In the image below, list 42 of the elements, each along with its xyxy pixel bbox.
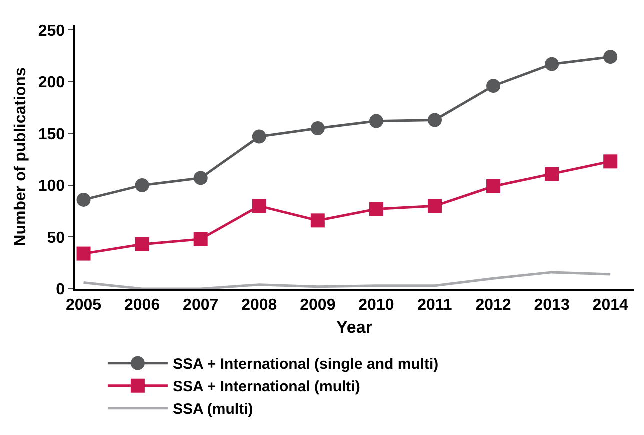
x-tick-label: 2014 (592, 296, 628, 314)
point (369, 114, 384, 128)
legend-label: SSA + International (single and multi) (172, 356, 439, 374)
point (135, 178, 150, 192)
x-tick-label: 2011 (418, 296, 452, 314)
point (545, 57, 560, 72)
y-tick-label: 250 (38, 22, 66, 40)
x-axis-title: Year (336, 318, 373, 337)
y-tick-label: 0 (56, 282, 66, 299)
x-tick-label: 2006 (124, 296, 160, 314)
point (252, 130, 266, 144)
point (252, 199, 266, 214)
point (194, 171, 208, 186)
y-tick-label: 150 (38, 126, 66, 144)
y-tick-label: 200 (38, 74, 66, 92)
point (369, 202, 384, 216)
point (310, 122, 325, 136)
point (76, 246, 91, 261)
legend-label: SSA (multi) (172, 401, 254, 418)
point (486, 79, 501, 94)
legend-label: SSA + International (multi) (172, 378, 360, 396)
point (76, 192, 91, 207)
point (428, 199, 442, 214)
x-tick-label: 2007 (183, 296, 219, 314)
y-axis-title: Number of publications (12, 68, 30, 246)
point (545, 167, 560, 182)
point (310, 214, 325, 228)
point (135, 237, 150, 252)
point (604, 154, 618, 169)
point (486, 180, 501, 194)
point (428, 113, 442, 128)
x-tick-label: 2012 (476, 296, 512, 314)
line-series (82, 271, 612, 289)
x-tick-label: 2008 (242, 296, 278, 314)
point (604, 50, 618, 64)
x-tick-label: 2013 (534, 296, 570, 314)
x-tick-label: 2010 (358, 296, 394, 314)
point (194, 232, 208, 246)
x-tick-label: 2005 (66, 296, 102, 314)
y-tick-label: 50 (47, 230, 66, 247)
x-tick-label: 2009 (300, 296, 336, 314)
y-tick-label: 100 (38, 178, 66, 196)
